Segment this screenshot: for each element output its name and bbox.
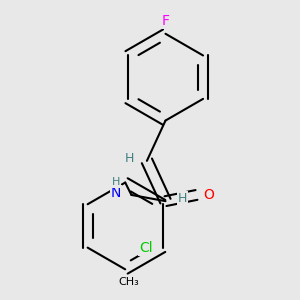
Text: H: H bbox=[125, 152, 134, 165]
Text: O: O bbox=[203, 188, 214, 202]
Text: N: N bbox=[111, 186, 121, 200]
Text: CH₃: CH₃ bbox=[118, 277, 139, 287]
Text: H: H bbox=[178, 192, 187, 205]
Text: H: H bbox=[112, 177, 120, 187]
Text: Cl: Cl bbox=[139, 241, 152, 255]
Text: F: F bbox=[161, 14, 169, 28]
